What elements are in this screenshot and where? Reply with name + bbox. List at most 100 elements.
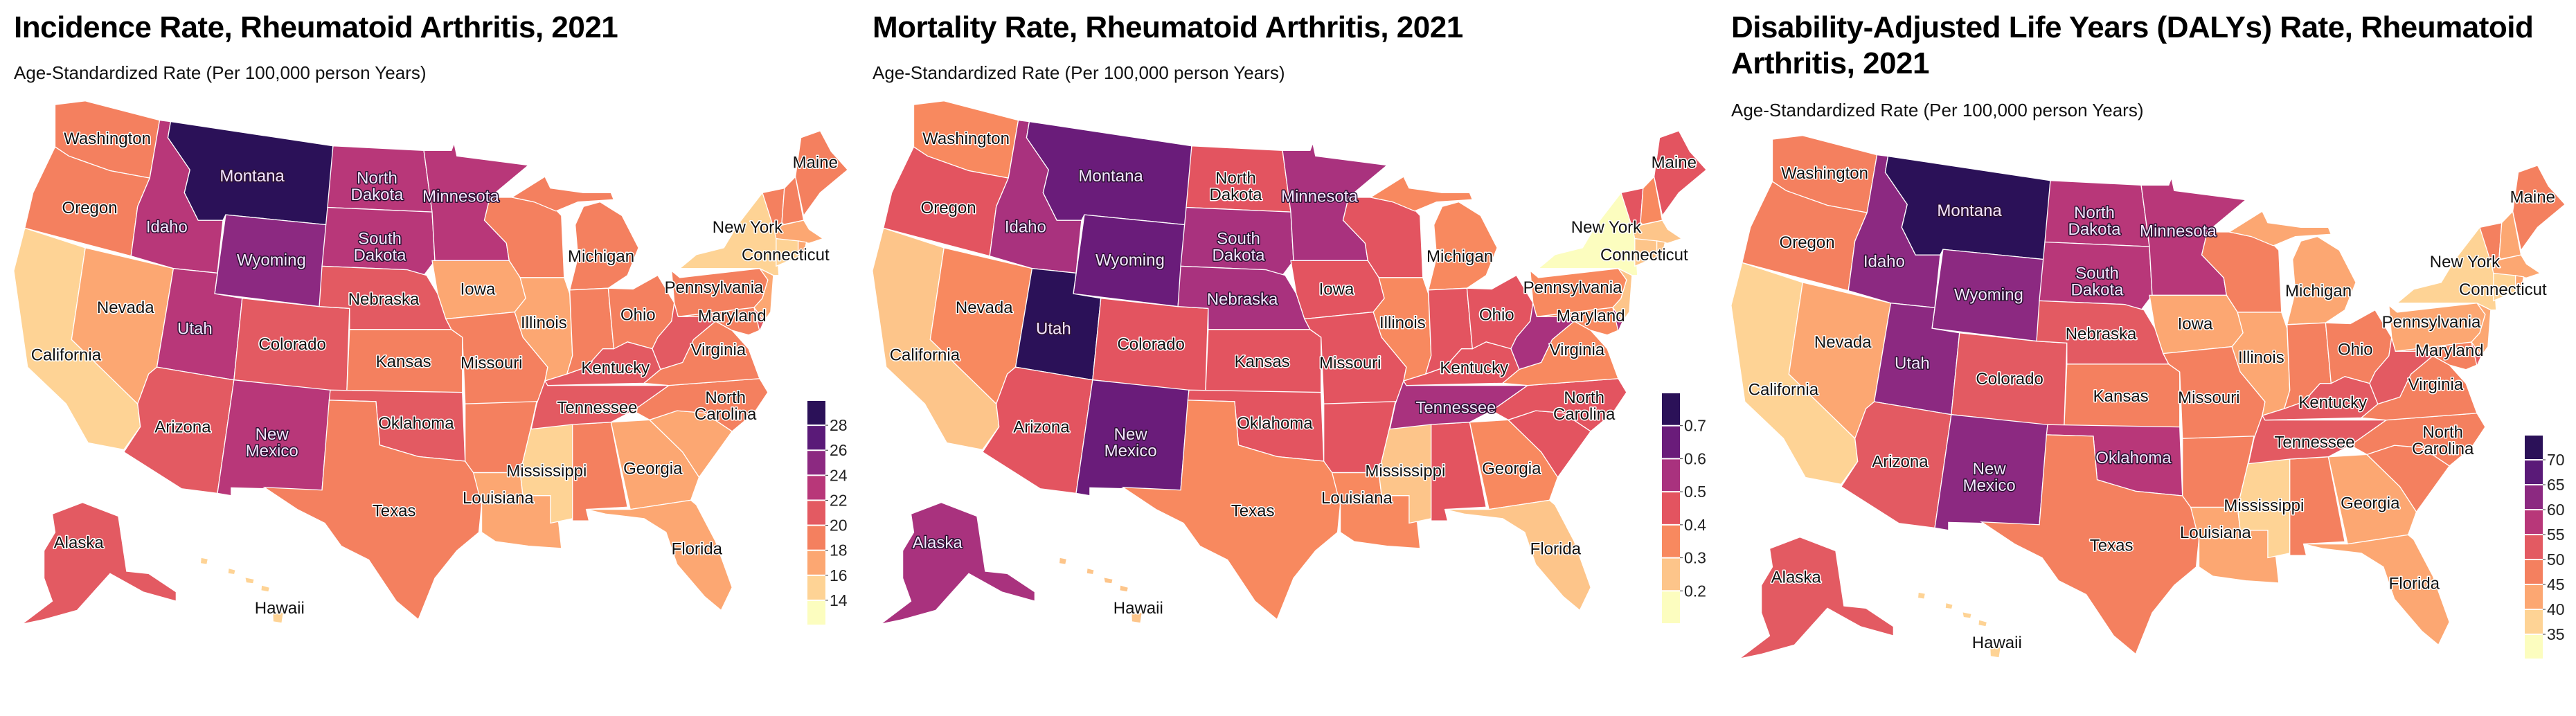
state-label-la: Louisiana [463,489,534,508]
state-ks[interactable] [1206,330,1321,393]
state-ks[interactable] [2064,364,2180,427]
map-title: Incidence Rate, Rheumatoid Arthritis, 20… [14,10,618,44]
state-tx[interactable] [265,400,482,620]
state-label-az: Arizona [154,418,211,436]
legend-tick-label: 0.2 [1684,582,1706,600]
state-mi[interactable] [1429,202,1497,290]
state-hi[interactable] [1131,610,1142,623]
dalys-map-panel: Disability-Adjusted Life Years (DALYs) R… [1717,0,2576,716]
state-nj[interactable] [2471,303,2491,356]
state-tx[interactable] [1982,435,2199,654]
state-nj[interactable] [754,269,773,321]
legend-swatch [1662,558,1680,591]
legend-tick-label: 0.6 [1684,449,1706,467]
state-hi[interactable] [228,568,235,574]
state-co[interactable] [1951,333,2067,427]
state-label-ut: Utah [1036,319,1071,338]
state-hi[interactable] [200,557,208,564]
color-legend: 0.2 0.3 0.4 0.5 0.6 0.7 [1662,393,1706,623]
legend-swatch [2525,485,2543,509]
state-tn[interactable] [1390,381,1528,429]
legend-swatch [807,401,825,425]
state-hi[interactable] [1978,620,1987,627]
state-label-fl: Florida [2389,575,2440,593]
legend-swatch [2525,535,2543,559]
color-legend: 35 40 45 50 55 60 65 70 [2525,436,2565,659]
state-tx[interactable] [1123,400,1341,620]
state-fl[interactable] [587,500,733,610]
state-label-id: Idaho [146,217,188,236]
state-il[interactable] [2232,312,2289,415]
state-label-pa: Pennsylvania [665,278,764,297]
state-co[interactable] [1093,298,1208,393]
state-label-or: Oregon [921,199,976,217]
state-me[interactable] [2513,165,2566,251]
legend-swatch [807,575,825,600]
state-me[interactable] [796,131,848,216]
state-ak[interactable] [881,503,1035,625]
state-mi[interactable] [2287,237,2356,325]
state-ks[interactable] [347,330,463,393]
state-hi[interactable] [1989,645,2001,658]
state-mi[interactable] [1370,177,1472,211]
state-label-va: Virginia [691,341,746,359]
state-label-la: Louisiana [1321,489,1393,508]
state-label-ms: Mississippi [2224,496,2304,515]
state-hi[interactable] [1086,568,1094,574]
state-hi[interactable] [272,610,283,623]
state-hi[interactable] [1120,585,1129,592]
state-me[interactable] [1654,131,1707,216]
state-hi[interactable] [1104,578,1113,584]
legend-tick-label: 0.4 [1684,516,1706,534]
state-label-mn: Minnesota [422,188,499,206]
state-il[interactable] [1373,278,1431,381]
state-mi[interactable] [2229,211,2331,246]
state-ri[interactable] [1657,241,1665,257]
state-ri[interactable] [2516,276,2524,292]
state-fl[interactable] [2304,535,2450,645]
state-label-mo: Missouri [1319,354,1381,373]
legend-swatch [807,476,825,500]
state-il[interactable] [515,278,572,381]
state-label-ok: Oklahoma [378,414,454,433]
map-subtitle: Age-Standardized Rate (Per 100,000 perso… [1731,100,2144,120]
state-label-mi: Michigan [1426,247,1493,266]
state-mi[interactable] [512,177,614,211]
state-label-mo: Missouri [2178,388,2239,407]
state-ak[interactable] [1739,537,1894,659]
state-label-nd: North Dakota [1209,169,1262,204]
legend-swatch [807,600,825,625]
state-co[interactable] [234,298,350,393]
state-label-ak: Alaska [1771,568,1822,587]
state-label-il: Illinois [2238,348,2284,367]
state-hi[interactable] [1917,592,1925,599]
state-hi[interactable] [1945,602,1953,609]
legend-tick-label: 45 [2547,575,2565,593]
state-label-oh: Ohio [1479,306,1514,325]
legend-swatch [1662,459,1680,492]
state-label-mn: Minnesota [2140,222,2217,241]
state-label-mn: Minnesota [1281,188,1358,206]
state-fl[interactable] [1445,500,1591,610]
state-hi[interactable] [1059,557,1066,564]
state-tn[interactable] [2248,415,2386,464]
state-tn[interactable] [531,381,669,429]
state-shapes [873,101,1706,624]
state-nj[interactable] [1613,269,1632,321]
state-label-ct: Connecticut [1600,246,1688,265]
state-label-ia: Iowa [2178,314,2213,333]
state-ri[interactable] [798,241,807,257]
state-mi[interactable] [570,202,638,290]
state-label-nd: North Dakota [350,169,404,204]
state-hi[interactable] [1962,612,1972,618]
state-ak[interactable] [22,503,177,625]
state-hi[interactable] [245,578,255,584]
state-hi[interactable] [261,585,270,592]
legend-swatch [2525,560,2543,584]
state-label-mt: Montana [1937,202,2002,220]
state-label-wa: Washington [64,129,151,148]
legend-tick-label: 0.3 [1684,549,1706,567]
legend-swatch [2525,436,2543,459]
state-label-sd: South Dakota [353,230,406,265]
legend-tick-label: 65 [2547,476,2565,494]
